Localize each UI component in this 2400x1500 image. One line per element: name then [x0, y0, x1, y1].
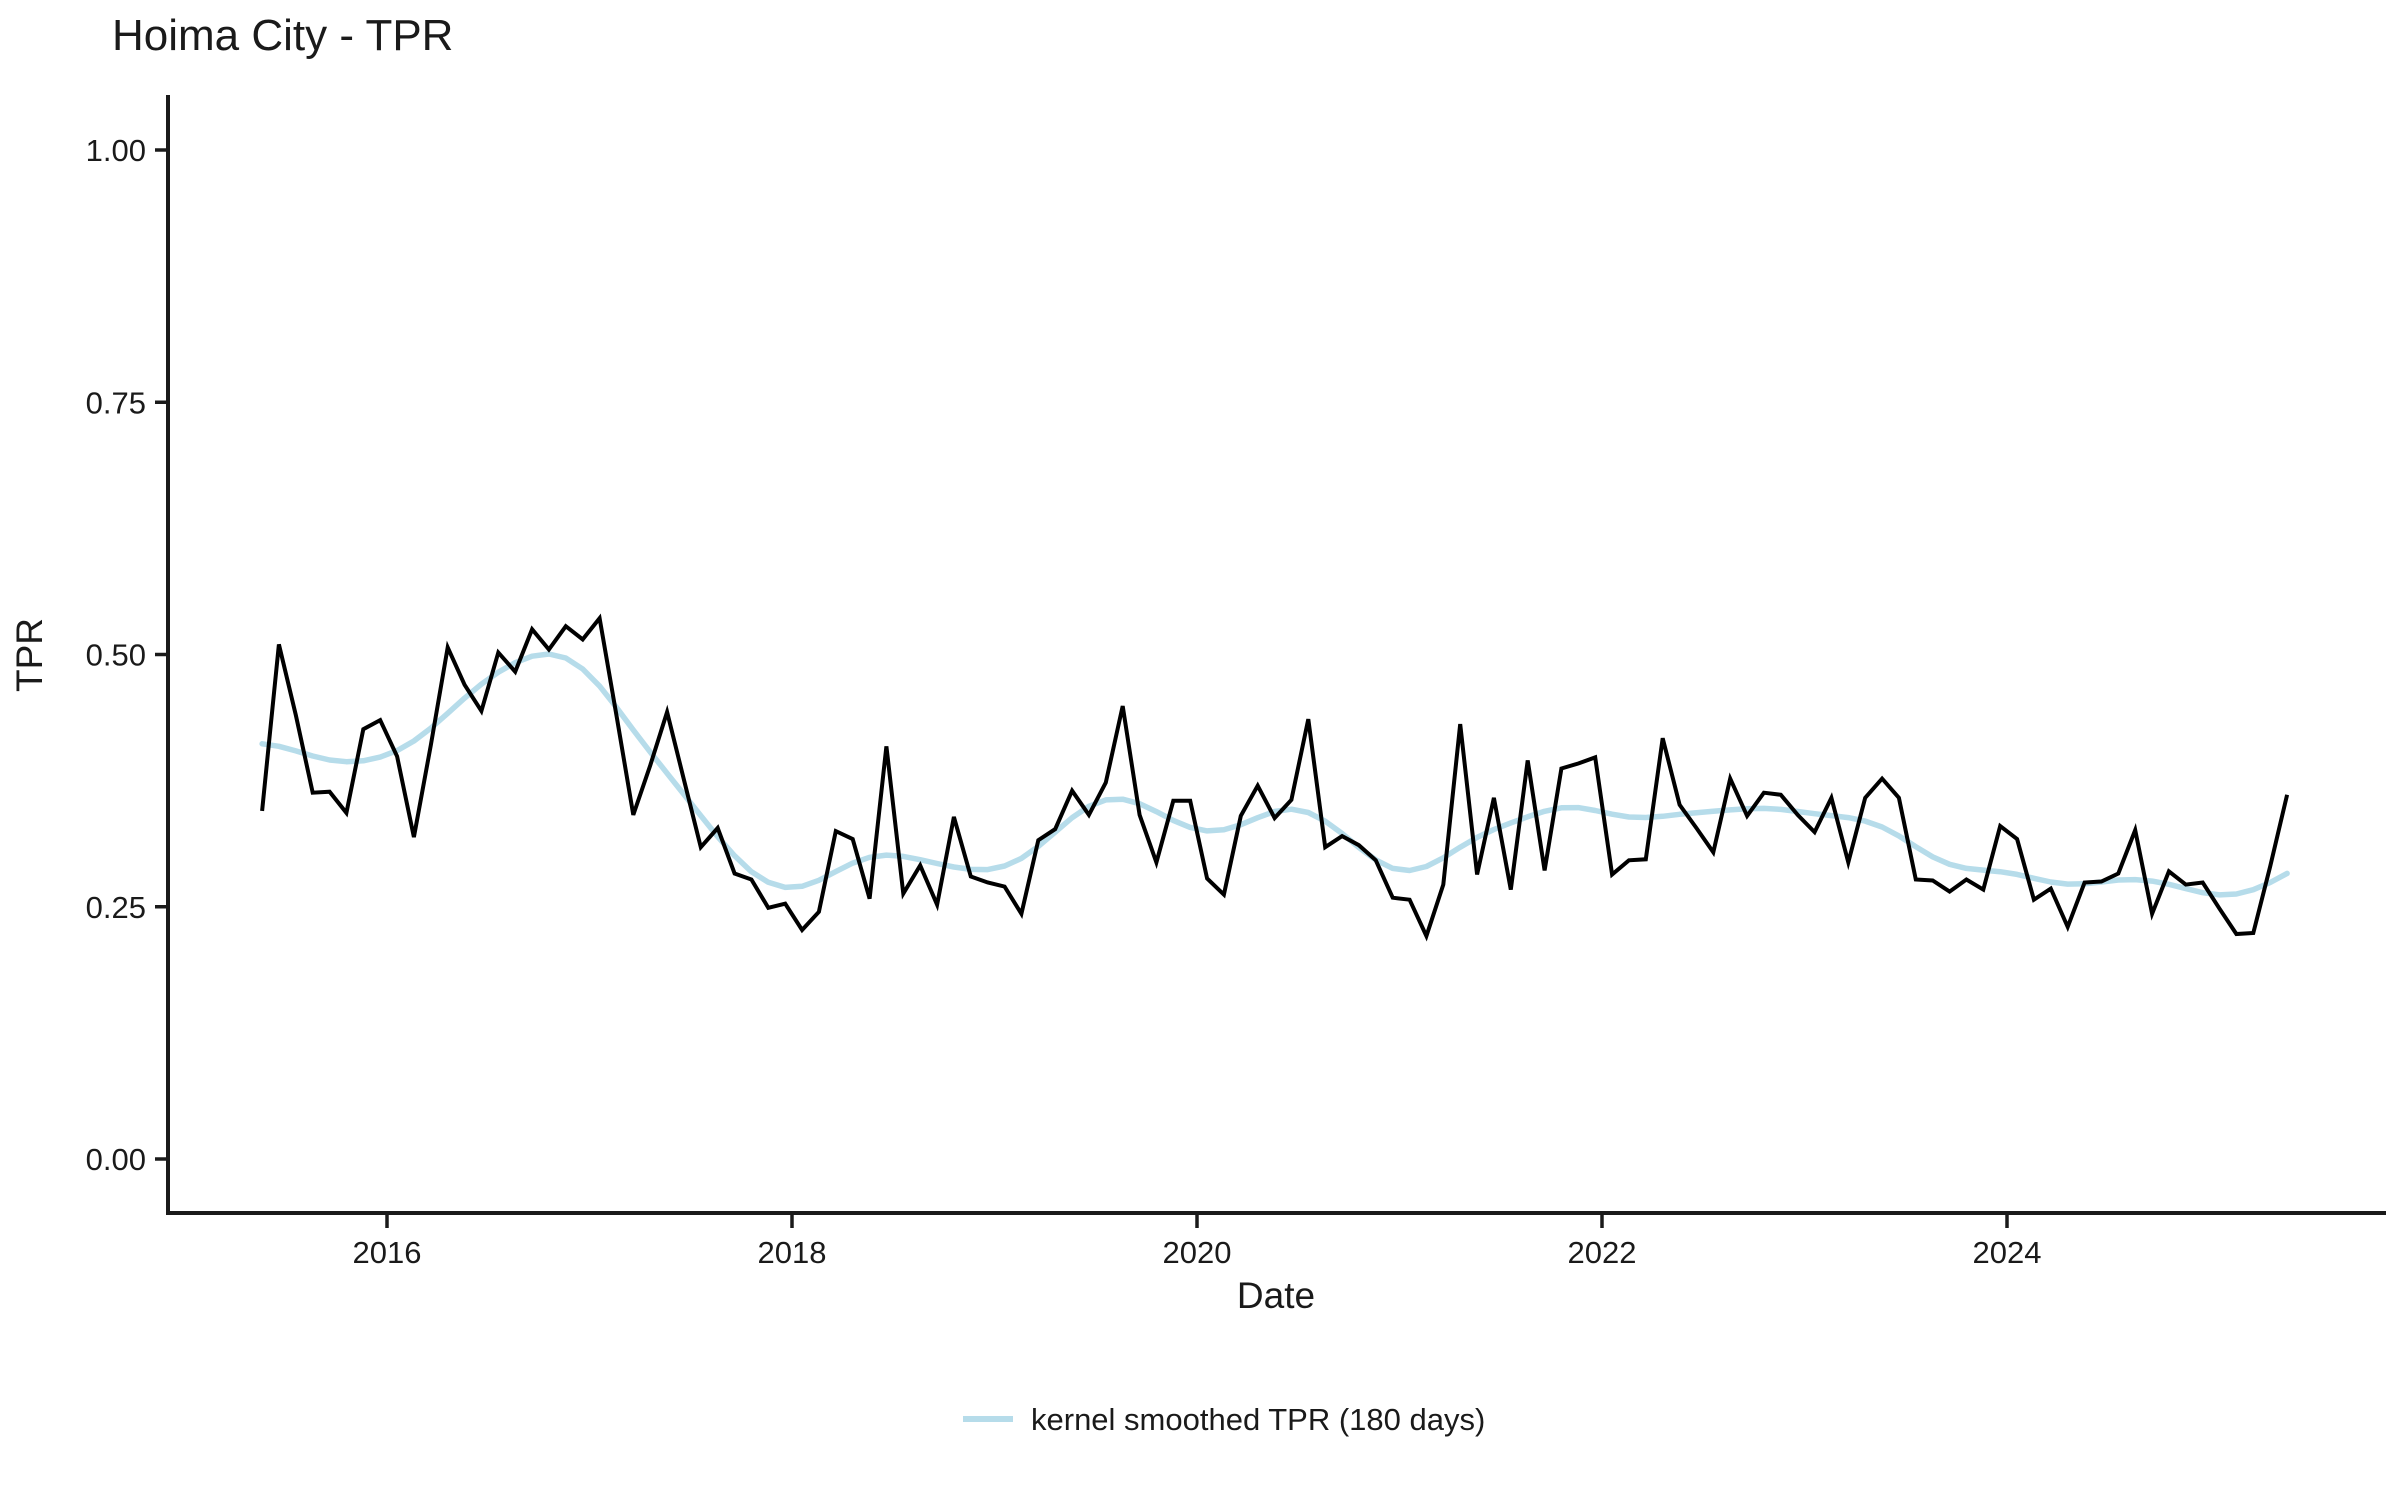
legend: kernel smoothed TPR (180 days): [963, 1402, 1485, 1437]
raw-tpr-line: [260, 613, 2290, 942]
raw-tpr-path: [260, 613, 2290, 942]
legend-label: kernel smoothed TPR (180 days): [1031, 1402, 1485, 1437]
x-axis-ticks: 2016 2018 2020 2022 2024: [353, 1215, 2042, 1270]
x-tick-label: 2024: [1973, 1235, 2042, 1270]
x-axis-title: Date: [1237, 1275, 1315, 1316]
y-axis-ticks: 0.00 0.25 0.50 0.75 1.00: [86, 133, 168, 1177]
y-tick-label: 0.00: [86, 1142, 146, 1177]
smoothed-tpr-line: [259, 651, 2290, 898]
x-tick-label: 2022: [1568, 1235, 1637, 1270]
y-axis-title: TPR: [9, 618, 50, 692]
x-tick-label: 2018: [758, 1235, 827, 1270]
x-tick-label: 2020: [1163, 1235, 1232, 1270]
smoothed-tpr-path: [259, 651, 2290, 898]
x-tick-label: 2016: [353, 1235, 422, 1270]
y-tick-label: 0.75: [86, 385, 146, 420]
chart-title: Hoima City - TPR: [112, 11, 453, 60]
y-tick-label: 1.00: [86, 133, 146, 168]
y-tick-label: 0.25: [86, 890, 146, 925]
y-tick-label: 0.50: [86, 638, 146, 673]
